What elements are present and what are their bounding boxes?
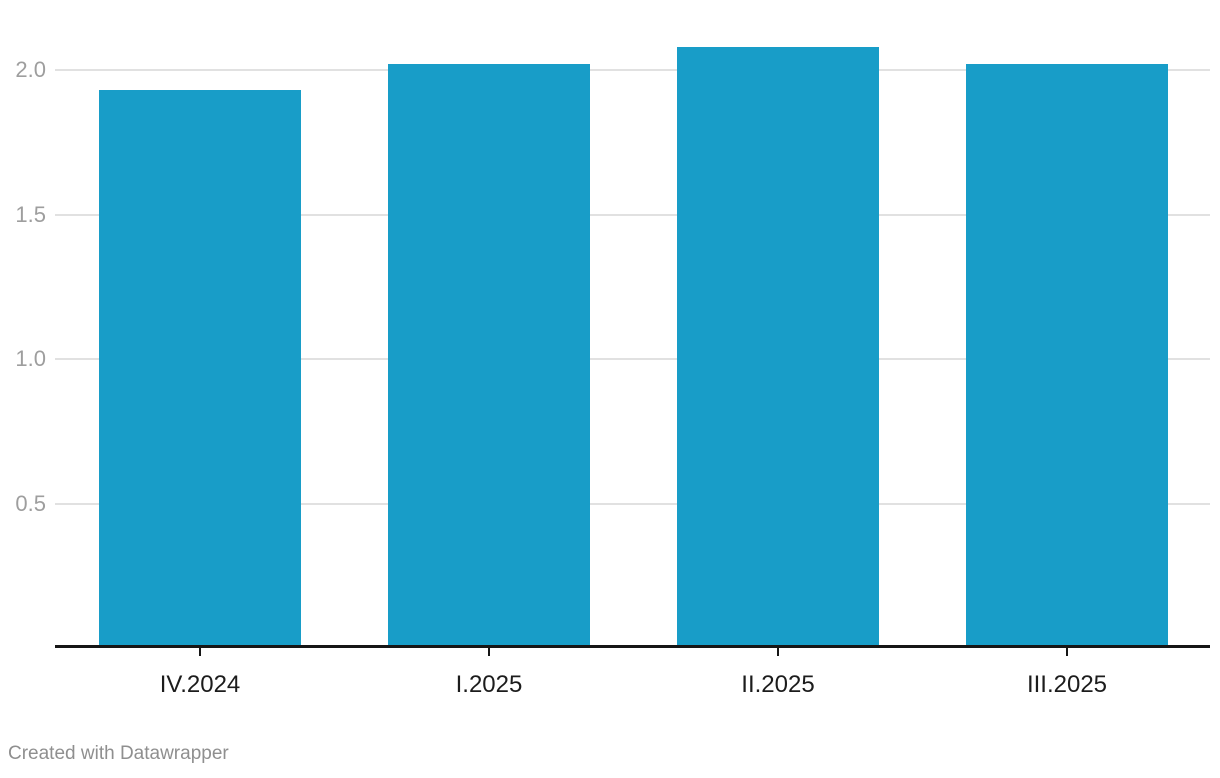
datawrapper-attribution-link[interactable]: Created with Datawrapper bbox=[8, 743, 229, 764]
bar-I.2025[interactable] bbox=[388, 64, 590, 648]
x-axis-tick-mark bbox=[488, 648, 490, 656]
x-axis-tick-mark bbox=[1066, 648, 1068, 656]
y-axis-tick-label: 1.0 bbox=[15, 346, 46, 371]
x-axis-line bbox=[55, 645, 1210, 648]
bar-III.2025[interactable] bbox=[966, 64, 1168, 648]
y-axis-tick-label: 1.5 bbox=[15, 202, 46, 227]
gridline-y-2.0 bbox=[55, 69, 1210, 71]
x-axis-category-label: IV.2024 bbox=[159, 671, 241, 698]
x-axis-category-label: III.2025 bbox=[1026, 671, 1108, 698]
gridline-y-1.5 bbox=[55, 214, 1210, 216]
bar-IV.2024[interactable] bbox=[99, 90, 301, 648]
x-axis-tick-mark bbox=[199, 648, 201, 656]
gridline-y-0.5 bbox=[55, 503, 1210, 505]
y-axis-tick-label: 0.5 bbox=[15, 491, 46, 516]
bar-II.2025[interactable] bbox=[677, 47, 879, 648]
y-axis-tick-label: 2.0 bbox=[15, 57, 46, 82]
gridline-y-1.0 bbox=[55, 358, 1210, 360]
x-axis-category-label: II.2025 bbox=[741, 671, 815, 698]
x-axis-category-label: I.2025 bbox=[455, 671, 523, 698]
x-axis-tick-mark bbox=[777, 648, 779, 656]
